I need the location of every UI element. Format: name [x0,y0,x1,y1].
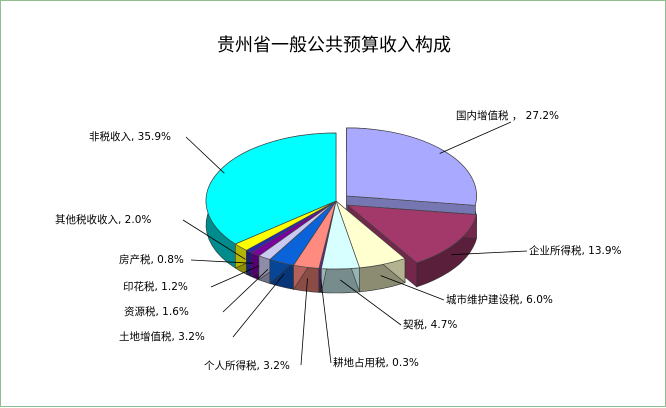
leader-line [439,121,512,154]
pie-slice-1 [346,204,477,264]
slice-label: 企业所得税, 13.9% [529,244,622,257]
leader-line [210,265,260,288]
slice-label: 非税收入, 35.9% [89,130,171,143]
leader-line [380,275,445,301]
slice-labels: 国内增值税 ， 27.2% 企业所得税, 13.9% 城市维护建设税, 6.0% 契税… [55,109,622,372]
leader-line [320,279,332,364]
leader-line [190,259,254,264]
leader-line [300,278,308,366]
slice-label: 国内增值税 ， 27.2% [456,109,559,122]
leader-line [451,250,528,256]
leader-line [232,273,285,338]
leader-line [340,279,402,326]
slice-label: 城市维护建设税, 6.0% [446,293,553,306]
leader-line [185,136,225,174]
slice-label: 契税, 4.7% [403,318,457,331]
slice-label: 资源税, 1.6% [124,305,189,318]
slice-label: 印花税, 1.2% [123,280,188,293]
pie-tops [205,127,477,270]
slice-label: 个人所得税, 3.2% [204,359,290,372]
chart-title: 贵州省一般公共预算收入构成 [217,35,451,56]
slice-label: 耕地占用税, 0.3% [333,356,419,369]
slice-label: 土地增值税, 3.2% [119,330,205,343]
leader-line [222,269,269,313]
pie-slice-11 [205,132,337,245]
pie-slice-0 [346,127,477,206]
slice-label: 其他税收收入, 2.0% [55,213,151,226]
slice-label: 房产税, 0.8% [119,253,184,266]
label-leader-lines [182,121,528,366]
leader-line [182,219,246,260]
